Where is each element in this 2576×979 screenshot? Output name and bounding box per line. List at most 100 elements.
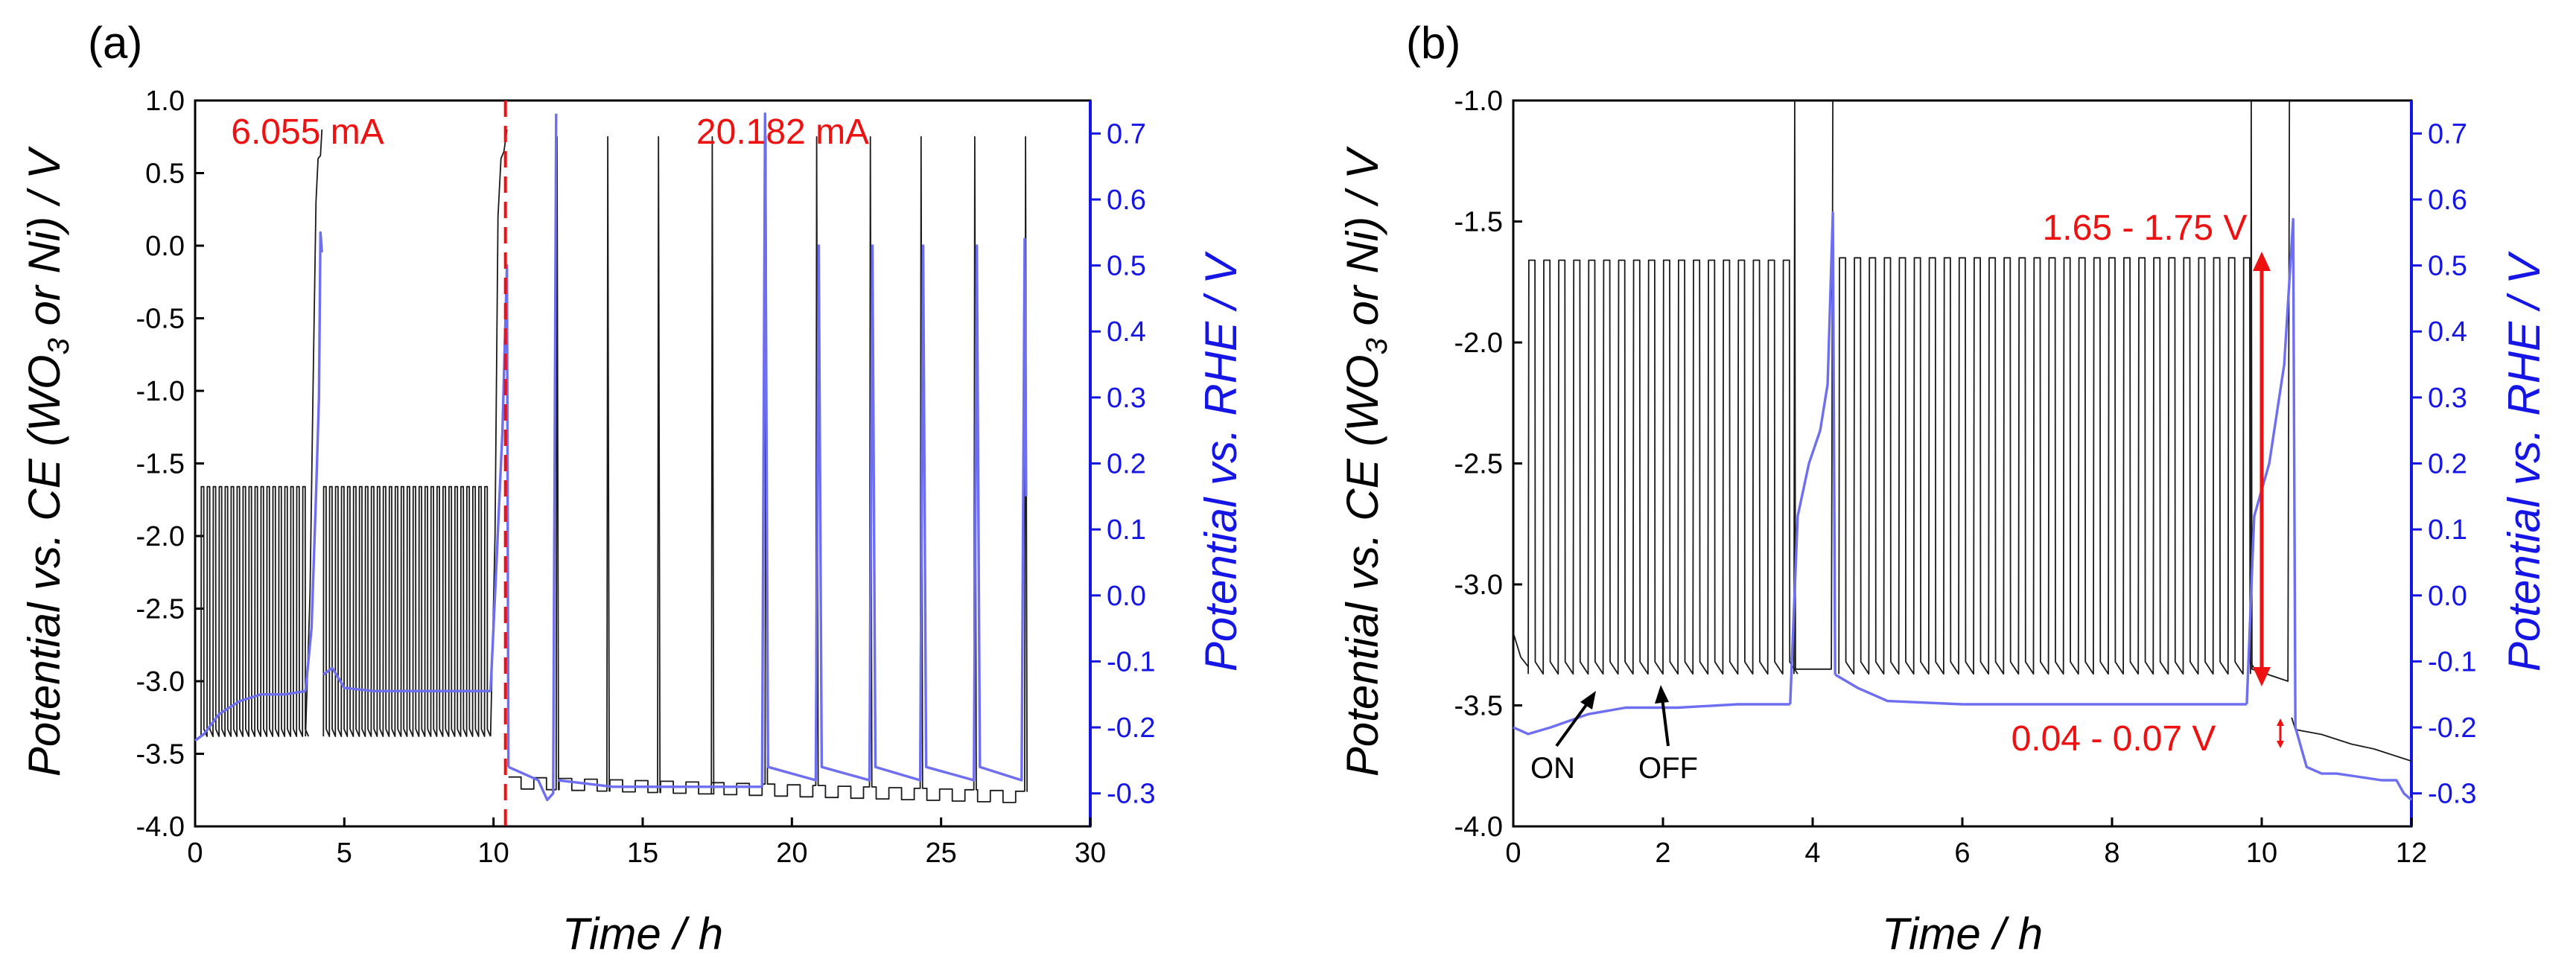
series-rhe-trace — [1789, 211, 1836, 705]
x-tick-label: 2 — [1655, 838, 1670, 869]
y-right-tick-label: 0.1 — [1107, 514, 1146, 546]
y-right-tick-label: 0.4 — [1107, 316, 1146, 348]
y-right-tick-label: -0.1 — [1107, 646, 1155, 677]
y-right-tick-label: -0.3 — [1107, 779, 1155, 810]
y-right-tick-label: 0.7 — [1107, 118, 1146, 150]
range-arrow-rhe-top — [2277, 718, 2284, 726]
panel-b-plot-area — [1513, 100, 2413, 801]
x-tick-label: 6 — [1954, 838, 1970, 869]
x-tick-label: 4 — [1804, 838, 1820, 869]
y-right-tick-label: 0.6 — [1107, 185, 1146, 216]
panel-b-y-right-ticks: -0.3 -0.2 -0.1 0.0 0.1 0.2 0.3 0.4 0.5 0.6 0.7 — [2411, 118, 2476, 810]
y-right-tick-label: 0.5 — [1107, 251, 1146, 282]
series-rhe-trace — [760, 112, 1028, 787]
y-right-tick-label: 0.0 — [1107, 581, 1146, 612]
y-left-tick-label: -0.5 — [136, 304, 185, 335]
panel-a-y-left-ticks: -4.0 -3.5 -3.0 -2.5 -2.0 -1.5 -1.0 -0.5 0.0 0.5 1.… — [136, 86, 204, 843]
panel-a-annotation-high-current: 20.182 mA — [696, 112, 869, 152]
y-left-tick-label: -3.0 — [136, 666, 185, 698]
series-rhe-trace — [489, 264, 510, 768]
panel-a-plot-area — [194, 101, 1028, 826]
series-ce-trace — [1838, 257, 2259, 675]
y-left-tick-label: -1.5 — [136, 449, 185, 480]
series-ce-trace — [1513, 632, 1529, 668]
y-left-tick-label: 0.5 — [145, 159, 185, 190]
series-ce-trace — [200, 485, 310, 737]
y-left-tick-label: -3.5 — [1454, 691, 1503, 722]
y-right-tick-label: 0.0 — [2428, 581, 2467, 612]
x-tick-label: 0 — [187, 838, 203, 869]
series-rhe-trace — [304, 231, 323, 692]
panel-a-x-ticks: 0 5 10 15 20 25 30 — [187, 817, 1106, 869]
series-rhe-trace — [508, 113, 558, 802]
x-tick-label: 0 — [1505, 838, 1521, 869]
y-left-tick-label: -2.0 — [1454, 328, 1503, 359]
panel-a-y-left-title: Potential vs. CE (WO3 or Ni) / V — [19, 146, 75, 776]
y-left-tick-label: -1.0 — [136, 376, 185, 407]
series-rhe-trace — [322, 666, 491, 692]
y-right-tick-label: -0.2 — [2428, 712, 2476, 744]
y-right-tick-label: 0.4 — [2428, 316, 2467, 348]
series-rhe-trace — [1834, 673, 2247, 706]
panel-a-x-title: Time / h — [562, 909, 723, 959]
x-tick-label: 30 — [1075, 838, 1106, 869]
series-rhe-trace — [1513, 703, 1790, 736]
panel-b-annotation-range-ce: 1.65 - 1.75 V — [2043, 208, 2248, 248]
panel-b-y-left-title: Potential vs. CE (WO3 or Ni) / V — [1338, 146, 1393, 776]
y-left-tick-label: 0.0 — [145, 231, 185, 262]
series-ce-trace — [1527, 259, 1799, 675]
panel-b-annotation-off: OFF — [1638, 752, 1698, 785]
series-rhe-trace — [2294, 727, 2413, 801]
y-left-tick-label: -4.0 — [136, 811, 185, 843]
series-ce-trace — [2250, 100, 2291, 682]
series-rhe-trace — [557, 779, 763, 788]
y-left-tick-label: -3.0 — [1454, 570, 1503, 601]
range-arrow-ce-bottom — [2253, 667, 2271, 686]
x-tick-label: 12 — [2396, 838, 2427, 869]
panel-b-y-left-ticks: -4.0 -3.5 -3.0 -2.5 -2.0 -1.5 -1.0 — [1454, 86, 1522, 843]
x-tick-label: 5 — [337, 838, 352, 869]
panel-b-x-title: Time / h — [1882, 909, 2043, 959]
panel-b: (b) 0 2 4 6 8 10 12 -4.0 -3.5 -3.0 -2.5 -2.0 -1.5 -1… — [1338, 18, 2549, 959]
y-right-tick-label: 0.1 — [2428, 514, 2467, 546]
off-arrow — [1661, 698, 1670, 747]
y-left-tick-label: -2.5 — [1454, 449, 1503, 480]
panel-b-label: (b) — [1406, 18, 1460, 68]
x-tick-label: 10 — [478, 838, 509, 869]
y-left-tick-label: -1.0 — [1454, 86, 1503, 117]
panel-a-y-right-title: Potential vs. RHE / V — [1196, 251, 1246, 672]
off-arrowhead — [1655, 685, 1669, 704]
panel-b-annotation-range-rhe: 0.04 - 0.07 V — [2011, 719, 2216, 759]
series-ce-trace — [489, 129, 508, 737]
x-tick-label: 20 — [776, 838, 807, 869]
x-tick-label: 15 — [627, 838, 658, 869]
y-left-tick-label: 1.0 — [145, 86, 185, 117]
panel-a-y-right-ticks: -0.3 -0.2 -0.1 0.0 0.1 0.2 0.3 0.4 0.5 0.6 0.7 — [1090, 118, 1155, 810]
x-tick-label: 10 — [2246, 838, 2277, 869]
y-left-tick-label: -2.0 — [136, 521, 185, 552]
y-right-tick-label: 0.5 — [2428, 251, 2467, 282]
y-right-tick-label: -0.3 — [2428, 779, 2476, 810]
panel-b-y-right-title: Potential vs. RHE / V — [2499, 251, 2549, 672]
series-ce-trace — [1793, 100, 1834, 675]
series-ce-trace — [2291, 717, 2412, 762]
y-right-tick-label: 0.2 — [2428, 449, 2467, 480]
panel-b-x-ticks: 0 2 4 6 8 10 12 — [1505, 817, 2427, 869]
panel-a-label: (a) — [88, 18, 142, 68]
series-rhe-trace — [194, 689, 306, 742]
y-right-tick-label: 0.3 — [2428, 383, 2467, 414]
on-arrowhead — [1580, 691, 1596, 709]
y-right-tick-label: 0.6 — [2428, 185, 2467, 216]
y-right-tick-label: 0.7 — [2428, 118, 2467, 150]
y-right-tick-label: 0.2 — [1107, 449, 1146, 480]
y-left-tick-label: -1.5 — [1454, 207, 1503, 238]
y-right-tick-label: -0.1 — [2428, 646, 2476, 677]
range-arrow-rhe-bottom — [2277, 741, 2284, 748]
series-ce-trace — [508, 135, 1028, 803]
on-arrow — [1555, 698, 1591, 747]
y-left-tick-label: -3.5 — [136, 739, 185, 771]
x-tick-label: 25 — [926, 838, 957, 869]
x-tick-label: 8 — [2104, 838, 2119, 869]
y-left-tick-label: -2.5 — [136, 594, 185, 625]
